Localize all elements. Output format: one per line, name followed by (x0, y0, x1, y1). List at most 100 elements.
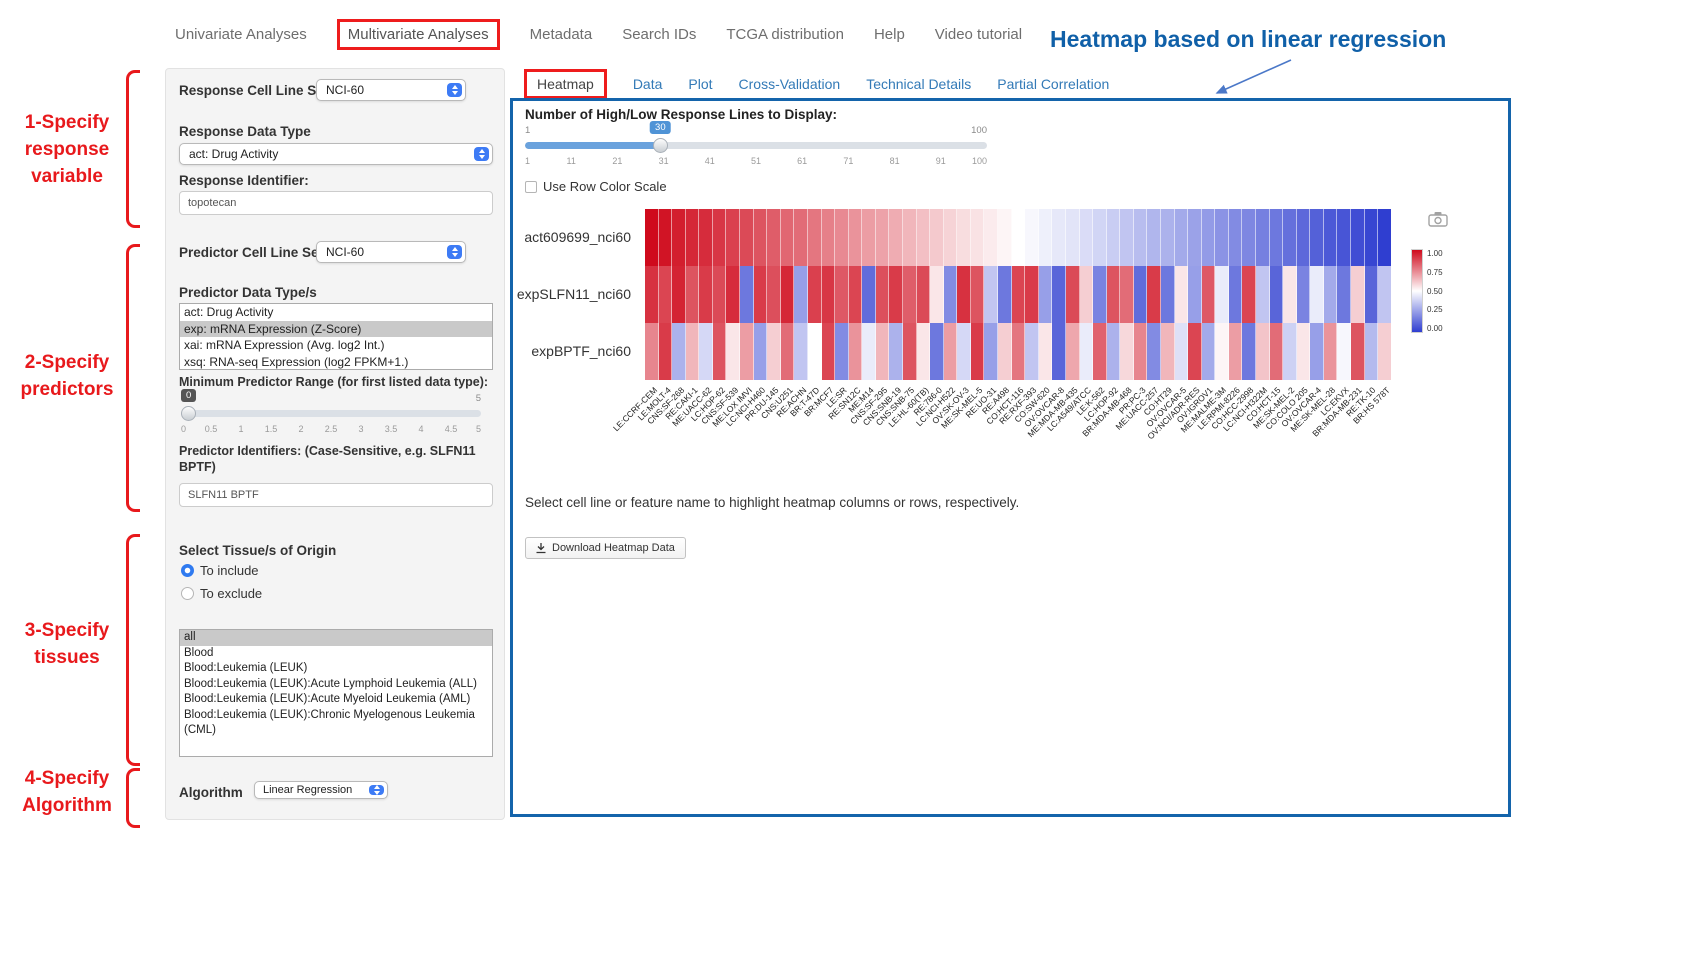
heatmap-cell[interactable] (1215, 266, 1229, 323)
heatmap-cell[interactable] (971, 266, 985, 323)
heatmap-cell[interactable] (781, 323, 795, 380)
heatmap-row-label[interactable]: expBPTF_nci60 (513, 323, 639, 380)
heatmap-cell[interactable] (917, 209, 931, 266)
heatmap-cell[interactable] (1012, 323, 1026, 380)
heatmap-cell[interactable] (876, 266, 890, 323)
heatmap-cell[interactable] (984, 323, 998, 380)
heatmap-cell[interactable] (1324, 209, 1338, 266)
heatmap-cell[interactable] (699, 266, 713, 323)
tab-technical-details[interactable]: Technical Details (866, 76, 971, 92)
heatmap-cell[interactable] (971, 323, 985, 380)
list-option[interactable]: all (180, 630, 492, 646)
heatmap-cell[interactable] (1147, 209, 1161, 266)
heatmap-cell[interactable] (1351, 209, 1365, 266)
heatmap-cell[interactable] (1242, 209, 1256, 266)
heatmap-cell[interactable] (1134, 266, 1148, 323)
heatmap-cell[interactable] (917, 323, 931, 380)
heatmap-cell[interactable] (1039, 323, 1053, 380)
heatmap-cell[interactable] (998, 209, 1012, 266)
heatmap-cell[interactable] (889, 266, 903, 323)
tab-cross-validation[interactable]: Cross-Validation (739, 76, 841, 92)
heatmap-cell[interactable] (849, 209, 863, 266)
heatmap-cell[interactable] (1175, 209, 1189, 266)
heatmap-cell[interactable] (1025, 266, 1039, 323)
heatmap-cell[interactable] (957, 266, 971, 323)
heatmap-cell[interactable] (1283, 209, 1297, 266)
tab-heatmap[interactable]: Heatmap (524, 69, 607, 99)
heatmap-cell[interactable] (1107, 209, 1121, 266)
heatmap-cell[interactable] (1093, 209, 1107, 266)
tissue-exclude-radio[interactable]: To exclude (181, 586, 262, 601)
heatmap-cell[interactable] (767, 266, 781, 323)
heatmap-cell[interactable] (1270, 266, 1284, 323)
heatmap-cell[interactable] (1310, 209, 1324, 266)
heatmap-cell[interactable] (835, 209, 849, 266)
heatmap-cell[interactable] (903, 209, 917, 266)
heatmap-cell[interactable] (645, 209, 659, 266)
heatmap-cell[interactable] (1297, 266, 1311, 323)
heatmap-cell[interactable] (1229, 209, 1243, 266)
heatmap-cell[interactable] (1378, 323, 1391, 380)
heatmap-cell[interactable] (1229, 266, 1243, 323)
heatmap-cell[interactable] (794, 209, 808, 266)
heatmap-cell[interactable] (835, 266, 849, 323)
heatmap-cell[interactable] (1297, 323, 1311, 380)
heatmap-cell[interactable] (1283, 266, 1297, 323)
heatmap-cell[interactable] (944, 323, 958, 380)
heatmap-cell[interactable] (754, 323, 768, 380)
tab-partial-correlation[interactable]: Partial Correlation (997, 76, 1109, 92)
predictor-identifiers-input[interactable]: SLFN11 BPTF (179, 483, 493, 507)
heatmap-cell[interactable] (1351, 323, 1365, 380)
heatmap-cell[interactable] (1310, 266, 1324, 323)
heatmap-cell[interactable] (1283, 323, 1297, 380)
heatmap-cell[interactable] (1202, 266, 1216, 323)
heatmap-cell[interactable] (699, 323, 713, 380)
heatmap-cell[interactable] (930, 323, 944, 380)
heatmap-cell[interactable] (1107, 323, 1121, 380)
heatmap-cell[interactable] (1229, 323, 1243, 380)
heatmap-cell[interactable] (672, 323, 686, 380)
heatmap-row-label[interactable]: expSLFN11_nci60 (513, 266, 639, 323)
heatmap-cell[interactable] (1337, 209, 1351, 266)
heatmap-cell[interactable] (1147, 323, 1161, 380)
heatmap-cell[interactable] (1066, 323, 1080, 380)
heatmap-cell[interactable] (971, 209, 985, 266)
heatmap-row-label[interactable]: act609699_nci60 (513, 209, 639, 266)
list-option[interactable]: exp: mRNA Expression (Z-Score) (180, 321, 492, 338)
heatmap-cell[interactable] (903, 323, 917, 380)
heatmap-cell[interactable] (1215, 209, 1229, 266)
heatmap-cell[interactable] (822, 209, 836, 266)
camera-icon[interactable] (1428, 211, 1448, 227)
response-identifier-input[interactable]: topotecan (179, 191, 493, 215)
heatmap-cell[interactable] (1066, 209, 1080, 266)
list-option[interactable]: xai: mRNA Expression (Avg. log2 Int.) (180, 337, 492, 354)
heatmap-cell[interactable] (740, 209, 754, 266)
list-option[interactable]: Blood:Leukemia (LEUK):Acute Lymphoid Leu… (180, 677, 492, 693)
heatmap-cell[interactable] (984, 266, 998, 323)
heatmap-cell[interactable] (808, 266, 822, 323)
heatmap-cell[interactable] (794, 323, 808, 380)
heatmap-cell[interactable] (686, 323, 700, 380)
heatmap-cell[interactable] (849, 323, 863, 380)
heatmap-cell[interactable] (740, 323, 754, 380)
heatmap-cell[interactable] (889, 323, 903, 380)
heatmap-cell[interactable] (862, 323, 876, 380)
heatmap-cell[interactable] (740, 266, 754, 323)
heatmap-cell[interactable] (794, 266, 808, 323)
download-heatmap-data-button[interactable]: Download Heatmap Data (525, 537, 686, 559)
slider-track[interactable] (181, 410, 481, 417)
heatmap-cell[interactable] (1202, 323, 1216, 380)
heatmap-cell[interactable] (889, 209, 903, 266)
nav-item-search-ids[interactable]: Search IDs (622, 26, 696, 43)
heatmap-cell[interactable] (767, 209, 781, 266)
heatmap-cell[interactable] (1012, 266, 1026, 323)
predictor-cell-line-set-select[interactable]: NCI-60 (316, 241, 466, 263)
nav-item-video-tutorial[interactable]: Video tutorial (935, 26, 1022, 43)
heatmap-cell[interactable] (672, 266, 686, 323)
heatmap-cell[interactable] (1324, 323, 1338, 380)
tab-data[interactable]: Data (633, 76, 663, 92)
heatmap-cell[interactable] (1025, 209, 1039, 266)
heatmap-cell[interactable] (944, 266, 958, 323)
heatmap-cell[interactable] (1215, 323, 1229, 380)
heatmap-cell[interactable] (1365, 323, 1379, 380)
